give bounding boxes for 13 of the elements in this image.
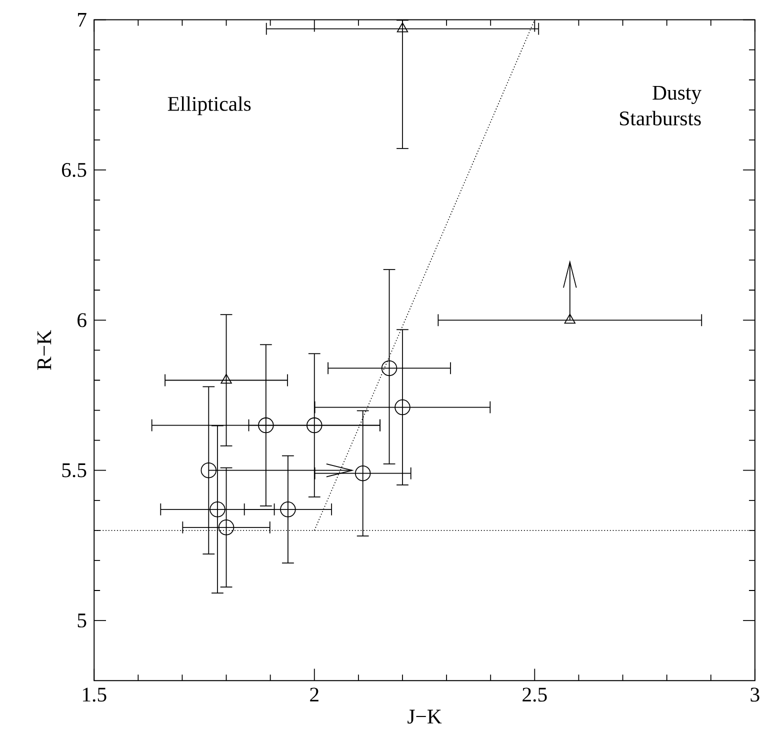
y-tick-label: 7	[78, 13, 86, 27]
x-tick-label: 1.5	[82, 688, 106, 702]
y-tick-label: 5.5	[62, 463, 86, 478]
x-tick-label: 2	[310, 688, 318, 702]
annotation: Dusty Starbursts	[620, 86, 702, 126]
x-tick-label: 3	[750, 688, 760, 702]
y-axis-title: R−K	[37, 330, 52, 370]
y-tick-label: 6	[78, 313, 86, 328]
y-tick-label: 6.5	[62, 162, 86, 177]
y-tick-label: 5	[78, 614, 86, 628]
x-axis-title: J−K	[408, 710, 442, 724]
annotation: Ellipticals	[168, 96, 251, 116]
x-tick-label: 2.5	[522, 688, 547, 702]
